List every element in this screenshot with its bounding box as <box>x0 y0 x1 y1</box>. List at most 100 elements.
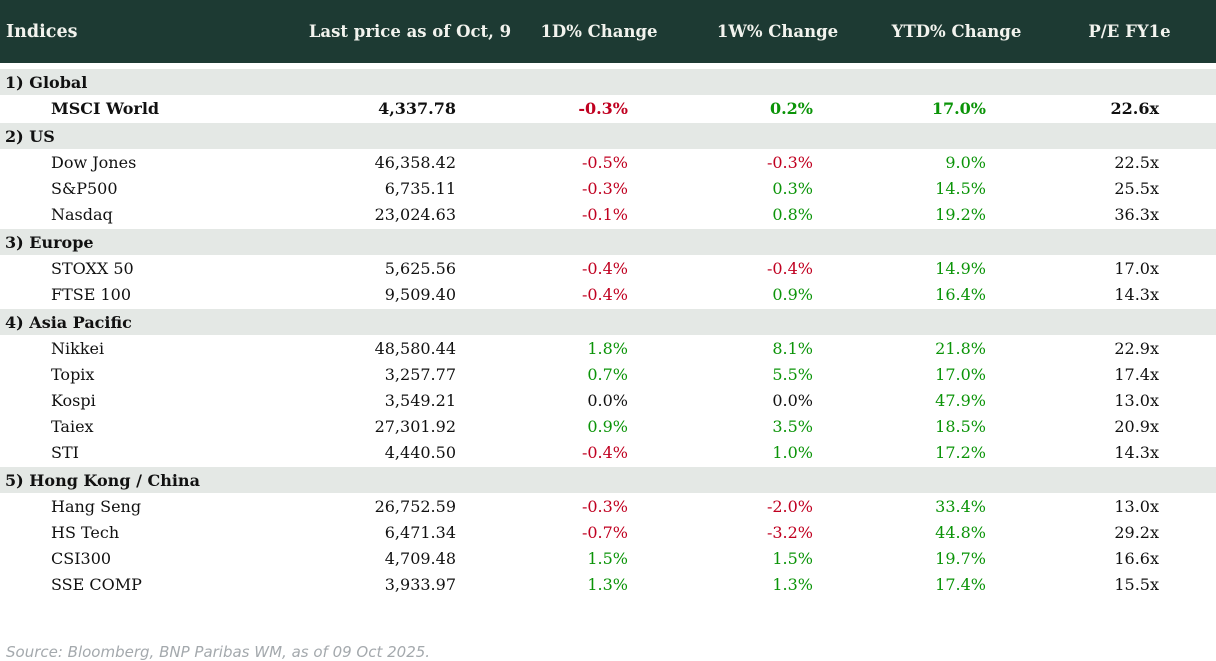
index-name-cell: STI <box>51 442 79 462</box>
table-row: STI 4,440.50 -0.4% 1.0% 17.2% 14.3x <box>0 439 1216 466</box>
last-price-cell: 3,933.97 <box>384 574 456 594</box>
index-name-cell: Nikkei <box>51 338 105 358</box>
section-row: 1) Global <box>0 67 1216 95</box>
change-1w-cell: 3.5% <box>772 416 813 436</box>
pe-cell: 13.0x <box>1114 390 1159 410</box>
change-1w-cell: 5.5% <box>772 364 813 384</box>
change-1d-cell: -0.4% <box>581 258 628 278</box>
index-name-cell: SSE COMP <box>51 574 142 594</box>
table-row: Topix 3,257.77 0.7% 5.5% 17.0% 17.4x <box>0 361 1216 387</box>
change-ytd-cell: 14.5% <box>935 178 986 198</box>
index-name-cell: FTSE 100 <box>51 284 132 304</box>
pe-cell: 17.4x <box>1114 364 1159 384</box>
last-price-cell: 48,580.44 <box>374 338 456 358</box>
section-label: 5) Hong Kong / China <box>0 465 1216 493</box>
table-row: HS Tech 6,471.34 -0.7% -3.2% 44.8% 29.2x <box>0 519 1216 545</box>
change-1d-cell: -0.3% <box>578 98 628 118</box>
change-1w-cell: 8.1% <box>772 338 813 358</box>
col-header-pe: P/E FY1e <box>1043 0 1216 63</box>
change-ytd-cell: 14.9% <box>935 258 986 278</box>
last-price-cell: 3,549.21 <box>384 390 456 410</box>
index-name-cell: HS Tech <box>51 522 120 542</box>
last-price-cell: 3,257.77 <box>384 364 456 384</box>
table-row: Nasdaq 23,024.63 -0.1% 0.8% 19.2% 36.3x <box>0 201 1216 228</box>
change-1d-cell: 0.7% <box>587 364 628 384</box>
change-1w-cell: -3.2% <box>766 522 813 542</box>
pe-cell: 29.2x <box>1114 522 1159 542</box>
change-1w-cell: 1.5% <box>772 548 813 568</box>
change-1d-cell: -0.4% <box>581 284 628 304</box>
source-note: Source: Bloomberg, BNP Paribas WM, as of… <box>6 643 431 661</box>
pe-cell: 25.5x <box>1114 178 1159 198</box>
index-name-cell: CSI300 <box>51 548 112 568</box>
section-label: 2) US <box>0 121 1216 149</box>
index-name-cell: MSCI World <box>51 98 160 118</box>
change-1d-cell: 0.0% <box>587 390 628 410</box>
index-name-cell: Taiex <box>51 416 94 436</box>
change-ytd-cell: 33.4% <box>935 496 986 516</box>
change-ytd-cell: 17.0% <box>931 98 986 118</box>
change-1d-cell: 1.5% <box>587 548 628 568</box>
table-row: Hang Seng 26,752.59 -0.3% -2.0% 33.4% 13.0x <box>0 493 1216 519</box>
pe-cell: 36.3x <box>1114 204 1159 224</box>
col-header-ytd-change: YTD% Change <box>870 0 1043 63</box>
table-row: STOXX 50 5,625.56 -0.4% -0.4% 14.9% 17.0x <box>0 255 1216 281</box>
pe-cell: 22.6x <box>1110 98 1159 118</box>
col-header-1d-change: 1D% Change <box>513 0 685 63</box>
index-name-cell: Kospi <box>51 390 96 410</box>
table-row: FTSE 100 9,509.40 -0.4% 0.9% 16.4% 14.3x <box>0 281 1216 308</box>
change-ytd-cell: 47.9% <box>935 390 986 410</box>
change-1d-cell: 1.3% <box>587 574 628 594</box>
table-row: CSI300 4,709.48 1.5% 1.5% 19.7% 16.6x <box>0 545 1216 571</box>
change-ytd-cell: 16.4% <box>935 284 986 304</box>
change-1w-cell: 1.0% <box>772 442 813 462</box>
change-1w-cell: 0.8% <box>772 204 813 224</box>
table-title: Indices <box>0 0 307 63</box>
pe-cell: 16.6x <box>1114 548 1159 568</box>
change-1d-cell: 0.9% <box>587 416 628 436</box>
table-row: Kospi 3,549.21 0.0% 0.0% 47.9% 13.0x <box>0 387 1216 413</box>
change-1w-cell: 0.9% <box>772 284 813 304</box>
pe-cell: 20.9x <box>1114 416 1159 436</box>
section-label: 1) Global <box>0 67 1216 95</box>
pe-cell: 22.9x <box>1114 338 1159 358</box>
change-ytd-cell: 44.8% <box>935 522 986 542</box>
last-price-cell: 4,440.50 <box>384 442 456 462</box>
change-1d-cell: -0.3% <box>581 496 628 516</box>
table-row: Taiex 27,301.92 0.9% 3.5% 18.5% 20.9x <box>0 413 1216 439</box>
last-price-cell: 46,358.42 <box>374 152 456 172</box>
table-row: S&P500 6,735.11 -0.3% 0.3% 14.5% 25.5x <box>0 175 1216 201</box>
change-1w-cell: -0.3% <box>766 152 813 172</box>
change-ytd-cell: 21.8% <box>935 338 986 358</box>
change-1d-cell: -0.5% <box>581 152 628 172</box>
index-name-cell: Nasdaq <box>51 204 113 224</box>
change-ytd-cell: 19.2% <box>935 204 986 224</box>
change-ytd-cell: 17.0% <box>935 364 986 384</box>
change-ytd-cell: 19.7% <box>935 548 986 568</box>
table-row: MSCI World 4,337.78 -0.3% 0.2% 17.0% 22.6x <box>0 95 1216 122</box>
change-1w-cell: 0.0% <box>772 390 813 410</box>
section-row: 3) Europe <box>0 227 1216 255</box>
last-price-cell: 4,337.78 <box>378 98 456 118</box>
change-1w-cell: -2.0% <box>766 496 813 516</box>
change-1w-cell: 1.3% <box>772 574 813 594</box>
indices-table: Indices Last price as of Oct, 9 1D% Chan… <box>0 0 1216 594</box>
pe-cell: 17.0x <box>1114 258 1159 278</box>
change-1d-cell: -0.7% <box>581 522 628 542</box>
header-gap <box>0 63 1216 68</box>
pe-cell: 13.0x <box>1114 496 1159 516</box>
change-1d-cell: -0.1% <box>581 204 628 224</box>
last-price-cell: 4,709.48 <box>384 548 456 568</box>
section-row: 4) Asia Pacific <box>0 307 1216 335</box>
pe-cell: 14.3x <box>1114 442 1159 462</box>
change-1d-cell: -0.4% <box>581 442 628 462</box>
change-1d-cell: 1.8% <box>587 338 628 358</box>
last-price-cell: 9,509.40 <box>384 284 456 304</box>
table-row: Nikkei 48,580.44 1.8% 8.1% 21.8% 22.9x <box>0 335 1216 361</box>
index-name-cell: S&P500 <box>51 178 118 198</box>
index-name-cell: Topix <box>51 364 95 384</box>
last-price-cell: 6,471.34 <box>384 522 456 542</box>
change-ytd-cell: 17.4% <box>935 574 986 594</box>
last-price-cell: 6,735.11 <box>384 178 456 198</box>
section-row: 5) Hong Kong / China <box>0 465 1216 493</box>
